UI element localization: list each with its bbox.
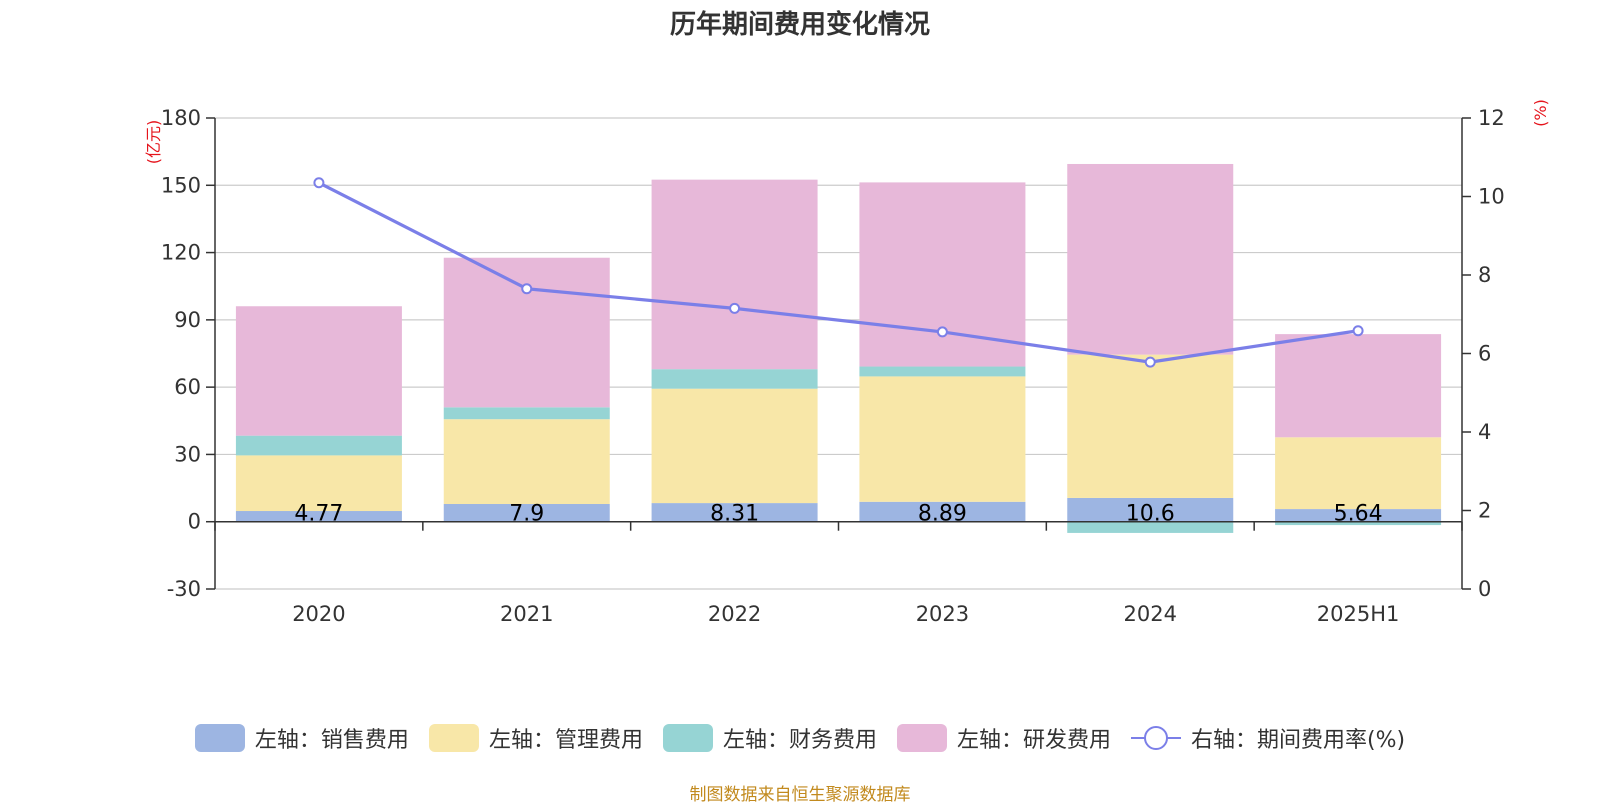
bar-segment-3-2025H1[interactable] (1275, 334, 1442, 438)
bar-segment-0-2022[interactable] (651, 503, 818, 522)
bar-segment-1-2020[interactable] (235, 455, 402, 512)
rate-point-2020[interactable] (313, 177, 325, 189)
chart-title: 历年期间费用变化情况 (669, 10, 930, 40)
bar-segment-1-2025H1[interactable] (1275, 437, 1442, 510)
bar-segment-3-2020[interactable] (235, 306, 402, 436)
bar-series (235, 163, 1442, 533)
bar-segment-1-2022[interactable] (651, 388, 818, 504)
category-label-2023: 2023 (916, 602, 969, 626)
rate-line[interactable] (318, 181, 1359, 364)
legend-item-rnd[interactable]: 左轴：研发费用 (896, 722, 1111, 754)
right-axis-unit: (%) (1531, 99, 1550, 127)
legend: 左轴：销售费用 左轴：管理费用 左轴：财务费用 左轴：研发费用 右轴：期间费用率… (0, 720, 1600, 756)
right-tick-label: 12 (1478, 106, 1505, 130)
left-tick-label: 30 (174, 442, 201, 466)
legend-item-admin[interactable]: 左轴：管理费用 (428, 722, 643, 754)
bar-segment-3-2021[interactable] (443, 257, 610, 408)
bar-segment-2-2022[interactable] (651, 369, 818, 389)
sales-data-label-2023: 8.89 (918, 502, 967, 527)
right-tick-label: 4 (1478, 420, 1491, 444)
bar-segment-2-2023[interactable] (859, 366, 1026, 377)
left-tick-label: 120 (161, 241, 201, 265)
rate-point-2023[interactable] (936, 326, 948, 338)
bar-segment-2-2024[interactable] (1067, 521, 1234, 533)
left-tick-label: 0 (188, 510, 201, 534)
legend-label-rate: 右轴：期间费用率(%) (1190, 728, 1406, 753)
legend-swatch-admin (428, 724, 479, 752)
legend-label-rnd: 左轴：研发费用 (956, 728, 1111, 753)
legend-item-rate[interactable]: 右轴：期间费用率(%) (1130, 722, 1406, 754)
sales-data-label-2025H1: 5.64 (1334, 502, 1383, 527)
left-tick-label: 180 (161, 106, 201, 130)
bar-segment-0-2021[interactable] (443, 503, 610, 522)
bar-segment-1-2024[interactable] (1067, 354, 1234, 498)
left-tick-label: 60 (174, 375, 201, 399)
bar-segment-1-2023[interactable] (859, 376, 1026, 502)
data-labels: 4.77 7.9 8.31 8.89 10.6 5.64 (294, 502, 1382, 527)
left-axis-unit: (亿元) (144, 120, 163, 165)
bar-segment-2-2020[interactable] (235, 435, 402, 456)
grid-lines (215, 117, 1462, 590)
category-label-2025H1: 2025H1 (1317, 602, 1400, 626)
category-label-2021: 2021 (500, 602, 553, 626)
bar-segment-3-2022[interactable] (651, 179, 818, 370)
right-tick-label: 8 (1478, 263, 1491, 287)
legend-swatch-rnd (896, 724, 947, 752)
legend-item-sales[interactable]: 左轴：销售费用 (194, 722, 409, 754)
bar-segment-0-2024[interactable] (1067, 497, 1234, 522)
bar-segment-1-2021[interactable] (443, 419, 610, 504)
left-tick-label: 150 (161, 173, 201, 197)
sales-data-label-2022: 8.31 (710, 502, 759, 527)
legend-label-finance: 左轴：财务费用 (722, 728, 877, 753)
bar-segment-0-2025H1[interactable] (1275, 509, 1442, 522)
legend-swatch-sales (194, 724, 245, 752)
rate-line-series (313, 177, 1364, 368)
legend-item-finance[interactable]: 左轴：财务费用 (662, 722, 877, 754)
legend-label-sales: 左轴：销售费用 (254, 728, 409, 753)
right-tick-label: 6 (1478, 342, 1491, 366)
axes: -30 0 30 60 90 120 150 180 0 2 4 6 8 10 12 2020 2021 2022… (161, 106, 1505, 626)
rate-point-2021[interactable] (521, 283, 533, 295)
legend-label-admin: 左轴：管理费用 (488, 728, 643, 753)
right-tick-label: 2 (1478, 499, 1491, 523)
right-tick-label: 10 (1478, 185, 1505, 209)
left-tick-label: -30 (167, 577, 201, 601)
right-tick-label: 0 (1478, 577, 1491, 601)
bar-segment-0-2020[interactable] (235, 511, 402, 522)
category-label-2022: 2022 (708, 602, 761, 626)
sales-data-label-2024: 10.6 (1126, 502, 1175, 527)
bar-segment-0-2023[interactable] (859, 501, 1026, 522)
legend-line-marker-icon (1130, 724, 1181, 752)
bar-segment-3-2024[interactable] (1067, 163, 1234, 355)
rate-point-2024[interactable] (1144, 356, 1156, 368)
left-tick-label: 90 (174, 308, 201, 332)
bar-segment-2-2021[interactable] (443, 407, 610, 420)
source-note: 制图数据来自恒生聚源数据库 (689, 785, 911, 805)
rate-point-2022[interactable] (729, 302, 741, 314)
legend-swatch-finance (662, 724, 713, 752)
category-label-2020: 2020 (292, 602, 345, 626)
sales-data-label-2020: 4.77 (294, 502, 343, 527)
sales-data-label-2021: 7.9 (509, 502, 544, 527)
rate-point-2025H1[interactable] (1352, 325, 1364, 337)
category-label-2024: 2024 (1124, 602, 1177, 626)
bar-segment-2-2025H1[interactable] (1275, 521, 1442, 526)
